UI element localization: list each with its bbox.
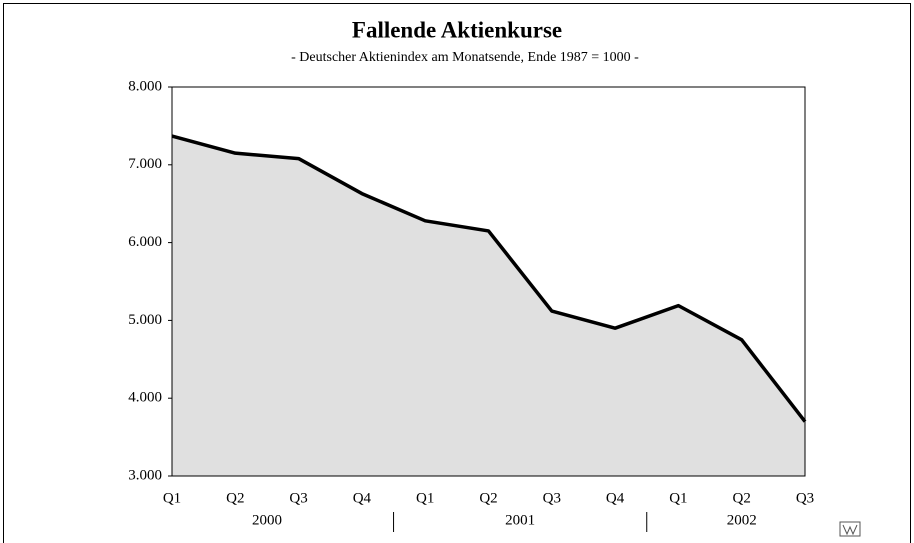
chart-subtitle: - Deutscher Aktienindex am Monatsende, E…	[291, 50, 639, 65]
x-tick-label: Q1	[163, 490, 181, 506]
y-tick-label: 8.000	[128, 78, 162, 94]
x-tick-label: Q2	[733, 490, 751, 506]
year-label: 2002	[727, 512, 757, 528]
year-label: 2000	[252, 512, 282, 528]
logo	[839, 521, 861, 537]
x-tick-label: Q2	[479, 490, 497, 506]
y-tick-label: 5.000	[128, 312, 162, 328]
x-tick-label: Q1	[416, 490, 434, 506]
y-tick-label: 4.000	[128, 390, 162, 406]
x-tick-label: Q3	[796, 490, 814, 506]
x-tick-label: Q1	[669, 490, 687, 506]
y-tick-label: 3.000	[128, 467, 162, 483]
frame	[3, 3, 911, 543]
x-tick-label: Q4	[353, 490, 372, 506]
x-tick-label: Q3	[289, 490, 307, 506]
chart-title: Fallende Aktienkurse	[352, 17, 562, 42]
plot-border	[171, 86, 806, 477]
y-tick-label: 6.000	[128, 234, 162, 250]
y-tick-label: 7.000	[128, 156, 162, 172]
x-tick-label: Q2	[226, 490, 244, 506]
line	[171, 134, 807, 423]
x-tick-label: Q4	[606, 490, 625, 506]
year-label: 2001	[505, 512, 535, 528]
x-tick-label: Q3	[543, 490, 561, 506]
area-fill	[172, 136, 805, 476]
